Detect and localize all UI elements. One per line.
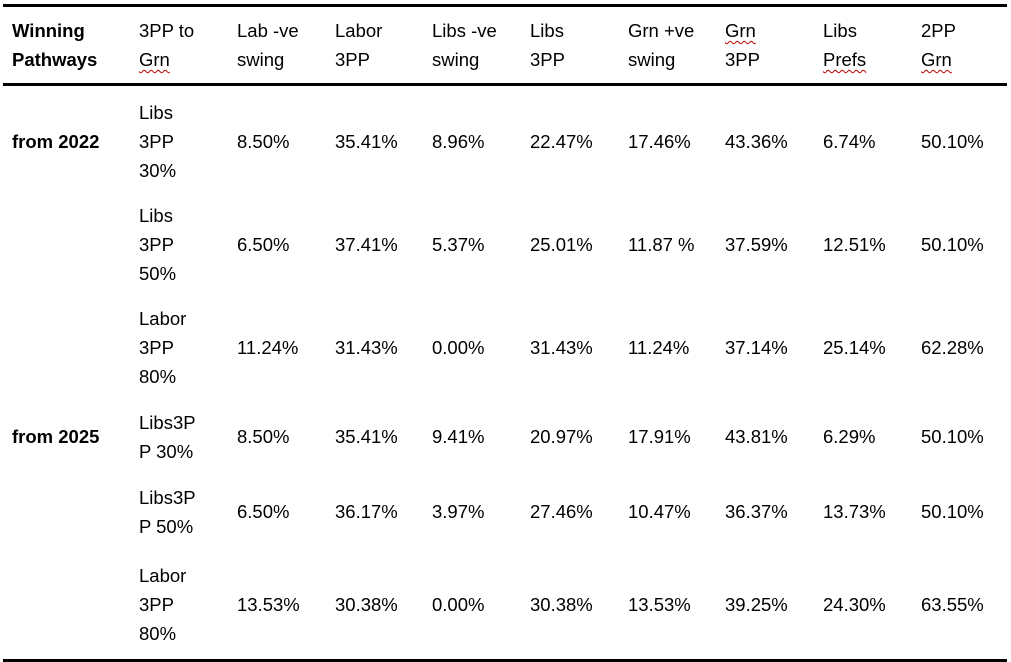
header-line: Grn (921, 49, 952, 70)
value-cell: 27.46% (530, 501, 593, 522)
row-group-label (3, 549, 130, 661)
header-line: Labor (335, 20, 383, 41)
value-cell: 36.17% (335, 501, 398, 522)
table-row: from 2022 Libs 3PP 30% 8.50% 35.41% 8.96% … (3, 85, 1007, 194)
value-cell: 50.10% (921, 426, 984, 447)
value-cell: 35.41% (335, 131, 398, 152)
value-cell: 0.00% (432, 593, 485, 615)
scenario-cell: Libs 3PP 30% (139, 102, 177, 181)
header-3pp-to-grn: 3PP to Grn (130, 6, 228, 85)
header-libs-3pp: Libs 3PP (521, 6, 619, 85)
header-grn-ve-swing: Grn +ve swing (619, 6, 716, 85)
value-cell: 10.47% (628, 501, 691, 522)
value-cell: 37.14% (725, 337, 788, 358)
value-cell: 8.96% (432, 131, 485, 152)
header-lab-ve-swing: Lab -ve swing (228, 6, 326, 85)
value-cell: 35.41% (335, 426, 398, 447)
table-row: Labor 3PP 80% 11.24% 31.43% 0.00% 31.43% 1… (3, 296, 1007, 399)
value-cell: 36.37% (725, 501, 788, 522)
value-cell: 3.97% (432, 501, 485, 522)
value-cell: 37.59% (725, 234, 788, 255)
header-line: swing (628, 49, 676, 70)
value-cell: 8.50% (237, 426, 290, 447)
value-cell: 30.38% (335, 593, 398, 615)
value-cell: 30.38% (530, 593, 593, 615)
row-group-label: from 2025 (12, 426, 100, 447)
value-cell: 39.25% (725, 593, 788, 615)
header-line: Grn +ve (628, 20, 695, 41)
header-line: Libs -ve (432, 20, 497, 41)
value-cell: 22.47% (530, 131, 593, 152)
value-cell: 13.53% (237, 593, 300, 615)
value-cell: 50.10% (921, 501, 984, 522)
scenario-cell: Labor 3PP 80% (139, 308, 187, 387)
header-line: swing (237, 49, 285, 70)
row-group-label (3, 193, 130, 296)
header-line: Pathways (12, 49, 98, 70)
value-cell: 25.01% (530, 234, 593, 255)
winning-pathways-table: Winning Pathways 3PP to Grn Lab -ve swing L… (3, 4, 1007, 662)
table-row: from 2025 Libs3P P 30% 8.50% 35.41% 9.41%… (3, 399, 1007, 474)
value-cell: 13.73% (823, 501, 886, 522)
header-libs-ve-swing: Libs -ve swing (423, 6, 521, 85)
value-cell: 6.74% (823, 131, 876, 152)
value-cell: 11.24% (628, 337, 690, 358)
value-cell: 24.30% (823, 593, 886, 615)
header-line: Prefs (823, 49, 867, 70)
value-cell: 37.41% (335, 234, 398, 255)
scenario-cell: Libs 3PP 50% (139, 205, 177, 284)
value-cell: 20.97% (530, 426, 593, 447)
scenario-cell: Libs3P P 50% (139, 486, 196, 537)
value-cell: 6.50% (237, 501, 290, 522)
value-cell: 5.37% (432, 234, 485, 255)
scenario-cell: Libs3P P 30% (139, 411, 196, 462)
value-cell: 17.91% (628, 426, 691, 447)
header-libs-prefs: Libs Prefs (814, 6, 912, 85)
value-cell: 13.53% (628, 593, 691, 615)
header-line: Winning (12, 20, 85, 41)
header-line: 3PP to (139, 20, 195, 41)
row-group-label (3, 296, 130, 399)
header-line: Libs (823, 20, 857, 41)
header-row: Winning Pathways 3PP to Grn Lab -ve swing L… (3, 5, 1007, 85)
value-cell: 25.14% (823, 337, 886, 358)
header-line: 2PP (921, 20, 956, 41)
value-cell: 6.50% (237, 234, 290, 255)
value-cell: 17.46% (628, 131, 691, 152)
header-winning-pathways: Winning Pathways (3, 6, 130, 85)
value-cell: 50.10% (921, 234, 984, 255)
value-cell: 62.28% (921, 337, 984, 358)
header-labor-3pp: Labor 3PP (326, 6, 423, 85)
header-grn-3pp: Grn 3PP (716, 6, 814, 85)
value-cell: 0.00% (432, 337, 485, 358)
value-cell: 50.10% (921, 131, 984, 152)
value-cell: 6.29% (823, 426, 876, 447)
value-cell: 43.81% (725, 426, 788, 447)
header-line: Libs (530, 20, 564, 41)
value-cell: 31.43% (335, 337, 398, 358)
value-cell: 31.43% (530, 337, 593, 358)
header-line: 3PP (725, 49, 760, 70)
header-2pp-grn: 2PP Grn (912, 6, 1007, 85)
value-cell: 8.50% (237, 131, 290, 152)
header-line: Lab -ve (237, 20, 299, 41)
value-cell: 9.41% (432, 426, 485, 447)
row-group-label: from 2022 (12, 131, 100, 152)
header-line: 3PP (335, 49, 370, 70)
scenario-cell: Labor 3PP 80% (139, 564, 187, 644)
row-group-label (3, 474, 130, 549)
header-line: 3PP (530, 49, 565, 70)
table-row: Libs 3PP 50% 6.50% 37.41% 5.37% 25.01% 11.… (3, 193, 1007, 296)
value-cell: 43.36% (725, 131, 788, 152)
table-row: Labor 3PP 80% 13.53% 30.38% 0.00% 30.38% 1… (3, 549, 1007, 661)
value-cell: 11.87 % (628, 234, 695, 255)
value-cell: 11.24% (237, 337, 299, 358)
header-line: swing (432, 49, 480, 70)
table-row: Libs3P P 50% 6.50% 36.17% 3.97% 27.46% 10… (3, 474, 1007, 549)
value-cell: 12.51% (823, 234, 886, 255)
value-cell: 63.55% (921, 593, 984, 615)
winning-pathways-table-container: Winning Pathways 3PP to Grn Lab -ve swing L… (3, 4, 1007, 662)
header-line: Grn (139, 49, 170, 70)
header-line: Grn (725, 20, 756, 41)
